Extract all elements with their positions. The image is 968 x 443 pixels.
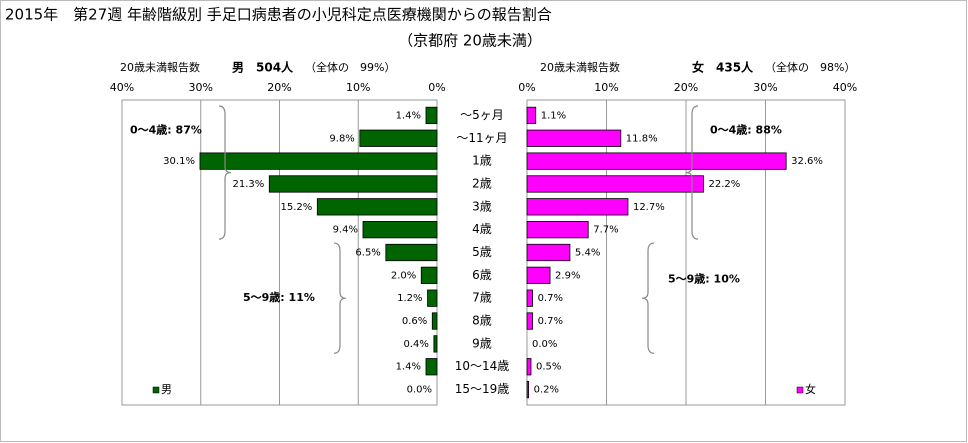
value-label: 9.8% xyxy=(329,133,354,144)
panel-header: 20歳未満報告数 xyxy=(540,61,620,74)
value-label: 7.7% xyxy=(593,225,618,236)
bracket xyxy=(641,242,655,354)
value-label: 30.1% xyxy=(163,156,195,167)
x-tick-label: 30% xyxy=(189,81,213,94)
category-label: 8歳 xyxy=(472,314,492,328)
bar xyxy=(420,266,438,284)
bar xyxy=(359,129,438,147)
x-tick-label: 0% xyxy=(518,81,535,94)
annotation: 0～4歳: 87% xyxy=(130,122,202,136)
category-label: 15～19歳 xyxy=(455,382,510,396)
x-tick-label: 10% xyxy=(594,81,618,94)
bar xyxy=(526,289,533,307)
bar xyxy=(526,106,537,125)
value-label: 2.9% xyxy=(555,270,580,281)
value-label: 32.6% xyxy=(791,156,823,167)
value-label: 21.3% xyxy=(232,179,264,190)
value-label: 2.0% xyxy=(391,270,416,281)
category-label: 2歳 xyxy=(472,176,492,190)
panel-header: 20歳未満報告数 xyxy=(120,61,200,74)
bar xyxy=(526,221,589,239)
category-label: ～11ヶ月 xyxy=(456,131,507,145)
value-label: 1.4% xyxy=(396,362,421,373)
annotation: 5～9歳: 10% xyxy=(668,271,740,285)
category-label: 3歳 xyxy=(472,199,492,213)
bar xyxy=(526,152,787,170)
legend-swatch xyxy=(796,386,804,394)
category-label: 5歳 xyxy=(472,245,492,259)
bar xyxy=(362,221,438,239)
x-tick-label: 40% xyxy=(110,81,134,94)
panel-header: （全体の 99%） xyxy=(305,60,395,74)
category-label: 7歳 xyxy=(472,291,492,305)
annotation: 0～4歳: 88% xyxy=(710,122,782,136)
value-label: 1.4% xyxy=(396,110,421,121)
value-label: 0.6% xyxy=(402,316,427,327)
category-label: 9歳 xyxy=(472,336,492,350)
bar xyxy=(526,243,571,262)
annotation: 5～9歳: 11% xyxy=(243,290,315,304)
value-label: 0.4% xyxy=(403,339,428,350)
bar xyxy=(316,198,438,216)
value-label: 0.0% xyxy=(407,385,432,396)
bar xyxy=(526,175,704,193)
x-tick-label: 30% xyxy=(753,81,777,94)
x-tick-label: 0% xyxy=(428,81,445,94)
bracket xyxy=(218,105,232,240)
x-tick-label: 20% xyxy=(267,81,291,94)
bar xyxy=(199,152,438,170)
category-label: ～5ヶ月 xyxy=(460,108,504,122)
bar xyxy=(526,312,533,330)
bracket xyxy=(333,242,347,354)
category-label: 10～14歳 xyxy=(455,359,510,373)
bar xyxy=(526,266,551,284)
chart-title: 2015年 第27週 年齢階級別 手足口病患者の小児科定点医療機関からの報告割合 xyxy=(5,6,552,24)
panel-header: 男 504人 xyxy=(232,60,294,75)
value-label: 15.2% xyxy=(281,202,313,213)
panel-header: 女 435人 xyxy=(692,60,754,75)
x-tick-label: 10% xyxy=(346,81,370,94)
chart-subtitle: （京都府 20歳未満） xyxy=(398,32,542,50)
legend-label: 男 xyxy=(161,383,172,396)
bar xyxy=(268,175,438,193)
bar xyxy=(385,243,438,262)
legend-swatch xyxy=(152,386,160,394)
value-label: 9.4% xyxy=(333,225,358,236)
bar xyxy=(526,198,629,216)
x-tick-label: 40% xyxy=(833,81,857,94)
bar xyxy=(425,106,438,125)
bar xyxy=(425,358,438,376)
value-label: 0.0% xyxy=(532,339,557,350)
bar xyxy=(526,358,532,376)
value-label: 6.5% xyxy=(355,248,380,259)
bar xyxy=(427,289,438,307)
value-label: 0.7% xyxy=(538,293,563,304)
bar xyxy=(526,380,529,399)
bar xyxy=(433,335,438,353)
value-label: 5.4% xyxy=(575,248,600,259)
value-label: 1.1% xyxy=(541,110,566,121)
category-label: 1歳 xyxy=(472,154,492,168)
category-label: 4歳 xyxy=(472,222,492,236)
category-label: 6歳 xyxy=(472,268,492,282)
value-label: 0.2% xyxy=(534,385,559,396)
bracket xyxy=(685,105,699,240)
value-label: 22.2% xyxy=(708,179,740,190)
panel-header: （全体の 98%） xyxy=(765,60,855,74)
value-label: 12.7% xyxy=(633,202,665,213)
x-tick-label: 20% xyxy=(674,81,698,94)
value-label: 1.2% xyxy=(397,293,422,304)
value-label: 11.8% xyxy=(626,133,658,144)
bar xyxy=(526,129,622,147)
value-label: 0.5% xyxy=(536,362,561,373)
legend-label: 女 xyxy=(805,382,816,396)
value-label: 0.7% xyxy=(538,316,563,327)
bar xyxy=(431,312,438,330)
